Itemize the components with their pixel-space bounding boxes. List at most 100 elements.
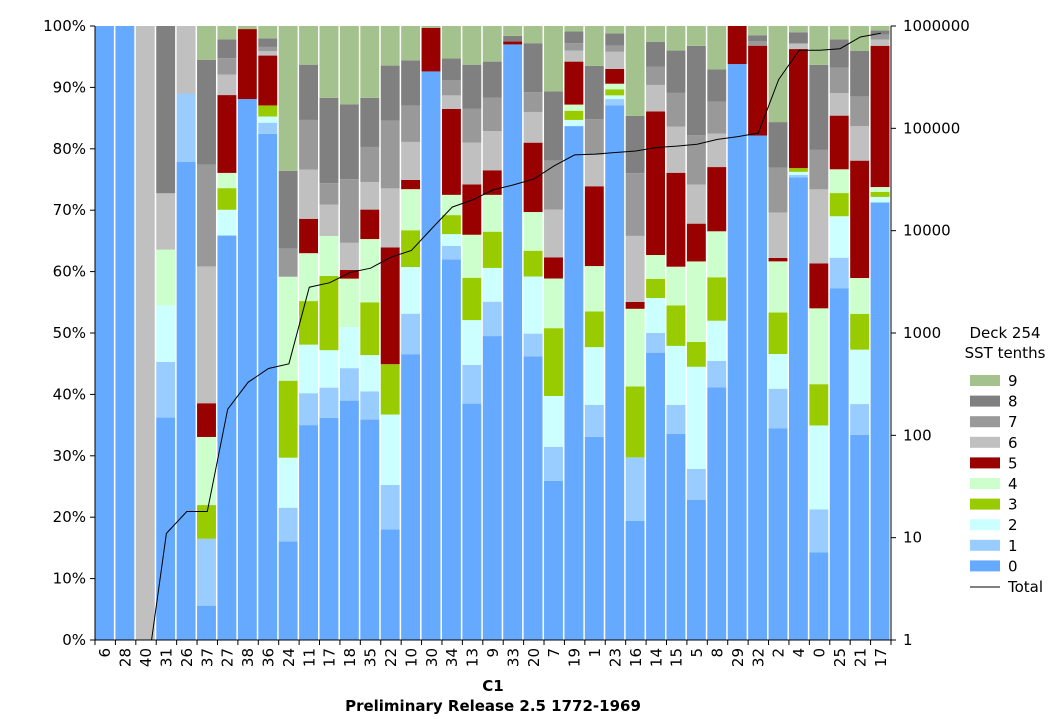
bar-segment-0	[156, 417, 176, 640]
bar-segment-8	[544, 91, 563, 161]
bar-segment-5	[217, 95, 237, 173]
bar-segment-7	[544, 160, 563, 210]
bar-segment-4	[197, 436, 216, 506]
bar-segment-9	[625, 26, 645, 116]
x-category-label: 14	[647, 648, 665, 667]
bar-segment-9	[217, 26, 237, 40]
bar-segment-9	[748, 26, 768, 36]
bar-segment-4	[564, 104, 584, 111]
bar-segment-9	[441, 26, 461, 59]
bar-segment-0	[788, 177, 808, 640]
bar-segment-2	[809, 425, 829, 510]
bar-segment-0	[278, 541, 298, 640]
bar-segment-9	[380, 26, 400, 66]
bar-segment-7	[339, 179, 359, 243]
bar-segment-8	[462, 64, 482, 109]
bar-segment-0	[237, 99, 257, 640]
bar-segment-4	[156, 249, 176, 306]
bar-segment-0	[462, 403, 482, 640]
x-category-label: 37	[198, 648, 216, 667]
bar-segment-5	[421, 27, 441, 72]
bar-segment-1	[360, 391, 380, 420]
bar-segment-2	[850, 349, 870, 405]
bar-segment-9	[319, 26, 339, 98]
bar-segment-9	[870, 26, 890, 31]
bar-segment-8	[707, 69, 727, 102]
left-tick-label: 60%	[53, 263, 86, 281]
bar-segment-9	[421, 26, 441, 28]
bar-segment-0	[339, 400, 359, 640]
bar-segment-5	[829, 115, 849, 170]
bar-segment-0	[727, 64, 747, 640]
bar-segment-9	[768, 26, 788, 123]
bar-segment-6	[156, 193, 176, 250]
bar-segment-7	[870, 34, 890, 40]
bar-segment-3	[278, 380, 298, 458]
bar-segment-2	[666, 345, 686, 405]
bar-segment-9	[278, 26, 298, 171]
bar-segment-2	[482, 267, 502, 302]
bar-segment-7	[829, 67, 849, 94]
bar-segment-9	[197, 26, 216, 60]
bar-segment-0	[850, 434, 870, 640]
bar-segment-4	[217, 172, 237, 189]
bar-segment-3	[870, 192, 890, 197]
bar-segment-6	[299, 169, 319, 219]
bar-segment-5	[197, 403, 216, 437]
legend-label: 8	[1008, 393, 1018, 411]
bar-segment-4	[625, 308, 645, 387]
x-category-label: 32	[749, 648, 767, 667]
bar-segment-4	[462, 234, 482, 278]
bar-segment-5	[339, 270, 359, 279]
bar-segment-7	[850, 96, 870, 127]
bar-segment-8	[564, 31, 584, 44]
bar-segment-3	[788, 168, 808, 172]
left-tick-label: 50%	[53, 324, 86, 342]
bar-segment-3	[217, 188, 237, 210]
bar-segment-4	[605, 83, 625, 90]
bar-segment-8	[319, 97, 339, 184]
legend-label: 5	[1008, 454, 1018, 472]
bar-segment-5	[584, 186, 604, 267]
bar-segment-8	[850, 50, 870, 97]
bar-segment-0	[503, 44, 523, 641]
bar-segment-1	[523, 333, 543, 357]
bar-segment-4	[646, 255, 665, 279]
x-category-label: 28	[117, 648, 135, 667]
bar-segment-1	[258, 122, 278, 134]
bar-segment-2	[788, 171, 808, 175]
bar-segment-9	[523, 26, 543, 44]
x-category-label: 4	[790, 648, 808, 658]
bar-segment-3	[380, 364, 400, 415]
bar-segment-4	[441, 194, 461, 216]
bar-segment-0	[809, 552, 829, 640]
bar-segment-8	[258, 38, 278, 47]
bar-segment-0	[115, 26, 135, 640]
bar-segment-6	[605, 51, 625, 69]
bar-segment-5	[544, 257, 563, 279]
x-category-label: 29	[729, 648, 747, 667]
bar-segment-3	[584, 311, 604, 348]
bar-segment-1	[850, 404, 870, 435]
bar-segment-5	[503, 41, 523, 45]
bar-segment-0	[523, 356, 543, 640]
bar-segment-9	[829, 26, 849, 40]
bar-segment-2	[299, 344, 319, 394]
bar-segment-9	[339, 26, 359, 105]
bar-segment-5	[666, 172, 686, 267]
bar-segment-8	[401, 60, 421, 106]
legend-label: 1	[1008, 537, 1018, 555]
bar-segment-6	[258, 51, 278, 56]
bar-segment-6	[441, 95, 461, 109]
bar-segment-4	[768, 261, 788, 313]
bar-segment-1	[278, 507, 298, 542]
x-category-label: 7	[545, 648, 563, 658]
bar-segment-1	[605, 99, 625, 106]
bar-segment-3	[809, 384, 829, 426]
legend-swatch-6	[970, 436, 1000, 448]
x-category-label: 34	[443, 648, 461, 667]
x-category-label: 2	[770, 648, 788, 658]
x-category-label: 11	[300, 648, 318, 667]
bar-segment-9	[564, 26, 584, 32]
bar-segment-1	[666, 404, 686, 434]
